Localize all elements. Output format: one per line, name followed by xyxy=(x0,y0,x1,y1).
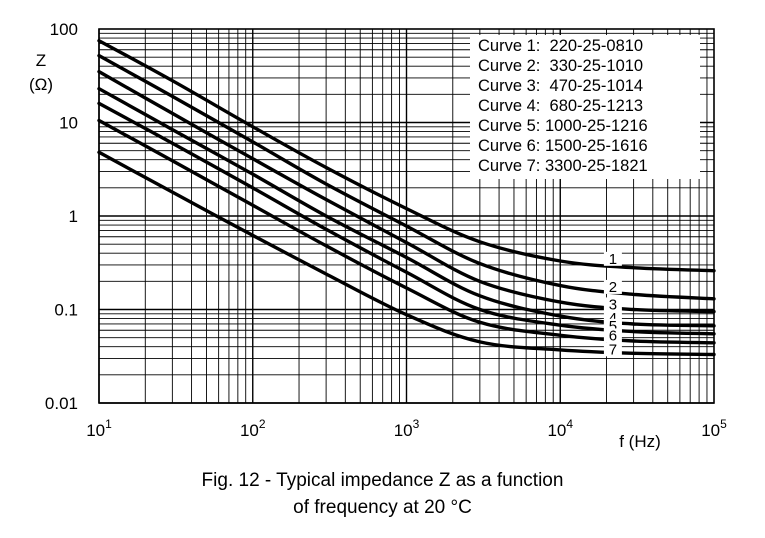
y-tick-label: 10 xyxy=(59,114,78,133)
curve-label-6: 6 xyxy=(609,327,617,344)
series-line-6 xyxy=(97,118,716,345)
x-axis-title: f (Hz) xyxy=(619,432,661,451)
curve-label-3: 3 xyxy=(609,296,617,313)
curve-label-5: 5 xyxy=(609,318,617,335)
plot-frame xyxy=(98,28,715,404)
legend-entry-1: Curve 1: 220-25-0810 xyxy=(478,37,643,55)
x-tick-label: 101 xyxy=(86,417,112,440)
curve-label-box-3 xyxy=(603,297,622,312)
y-tick-label: 0.01 xyxy=(45,394,78,413)
legend-entry-6: Curve 6: 1500-25-1616 xyxy=(478,137,648,155)
figure-caption-line-2: of frequency at 20 °C xyxy=(293,497,472,518)
curve-label-box-2 xyxy=(603,279,622,294)
series-line-4 xyxy=(97,87,716,328)
legend: Curve 1: 220-25-0810 Curve 2: 330-25-1010… xyxy=(470,35,700,179)
curve-label-7: 7 xyxy=(609,341,617,358)
series-line-5 xyxy=(97,101,716,336)
x-tick-label: 103 xyxy=(394,417,420,440)
curve-label-box-7 xyxy=(603,342,622,357)
x-tick-label: 104 xyxy=(547,417,573,440)
y-tick-label: 1 xyxy=(69,207,78,226)
y-tick-labels: 100 10 1 0.1 0.01 xyxy=(45,20,78,413)
curve-label-box-6 xyxy=(603,328,622,343)
y-tick-label: 0.1 xyxy=(54,301,78,320)
x-tick-labels: 101 102 103 104 105 xyxy=(86,417,727,440)
legend-entry-4: Curve 4: 680-25-1213 xyxy=(478,97,643,115)
legend-entry-2: Curve 2: 330-25-1010 xyxy=(478,57,643,75)
series-line-2 xyxy=(97,53,716,301)
y-axis-title: Z xyxy=(36,51,46,70)
legend-entry-5: Curve 5: 1000-25-1216 xyxy=(478,117,648,135)
curve-label-4: 4 xyxy=(609,310,617,327)
legend-background xyxy=(470,35,700,179)
series-lines xyxy=(97,39,716,357)
curve-label-box-1 xyxy=(603,251,622,266)
series-line-1 xyxy=(97,39,716,273)
legend-entry-7: Curve 7: 3300-25-1821 xyxy=(478,157,648,175)
x-tick-label: 102 xyxy=(240,417,266,440)
figure-caption-line-1: Fig. 12 - Typical impedance Z as a funct… xyxy=(201,470,564,491)
y-axis-unit: (Ω) xyxy=(29,75,53,94)
x-tick-label: 105 xyxy=(701,417,727,440)
y-tick-label: 100 xyxy=(50,20,78,39)
series-line-3 xyxy=(97,69,716,314)
curve-label-1: 1 xyxy=(609,251,617,268)
curve-label-2: 2 xyxy=(609,279,617,296)
legend-entry-3: Curve 3: 470-25-1014 xyxy=(478,77,643,95)
